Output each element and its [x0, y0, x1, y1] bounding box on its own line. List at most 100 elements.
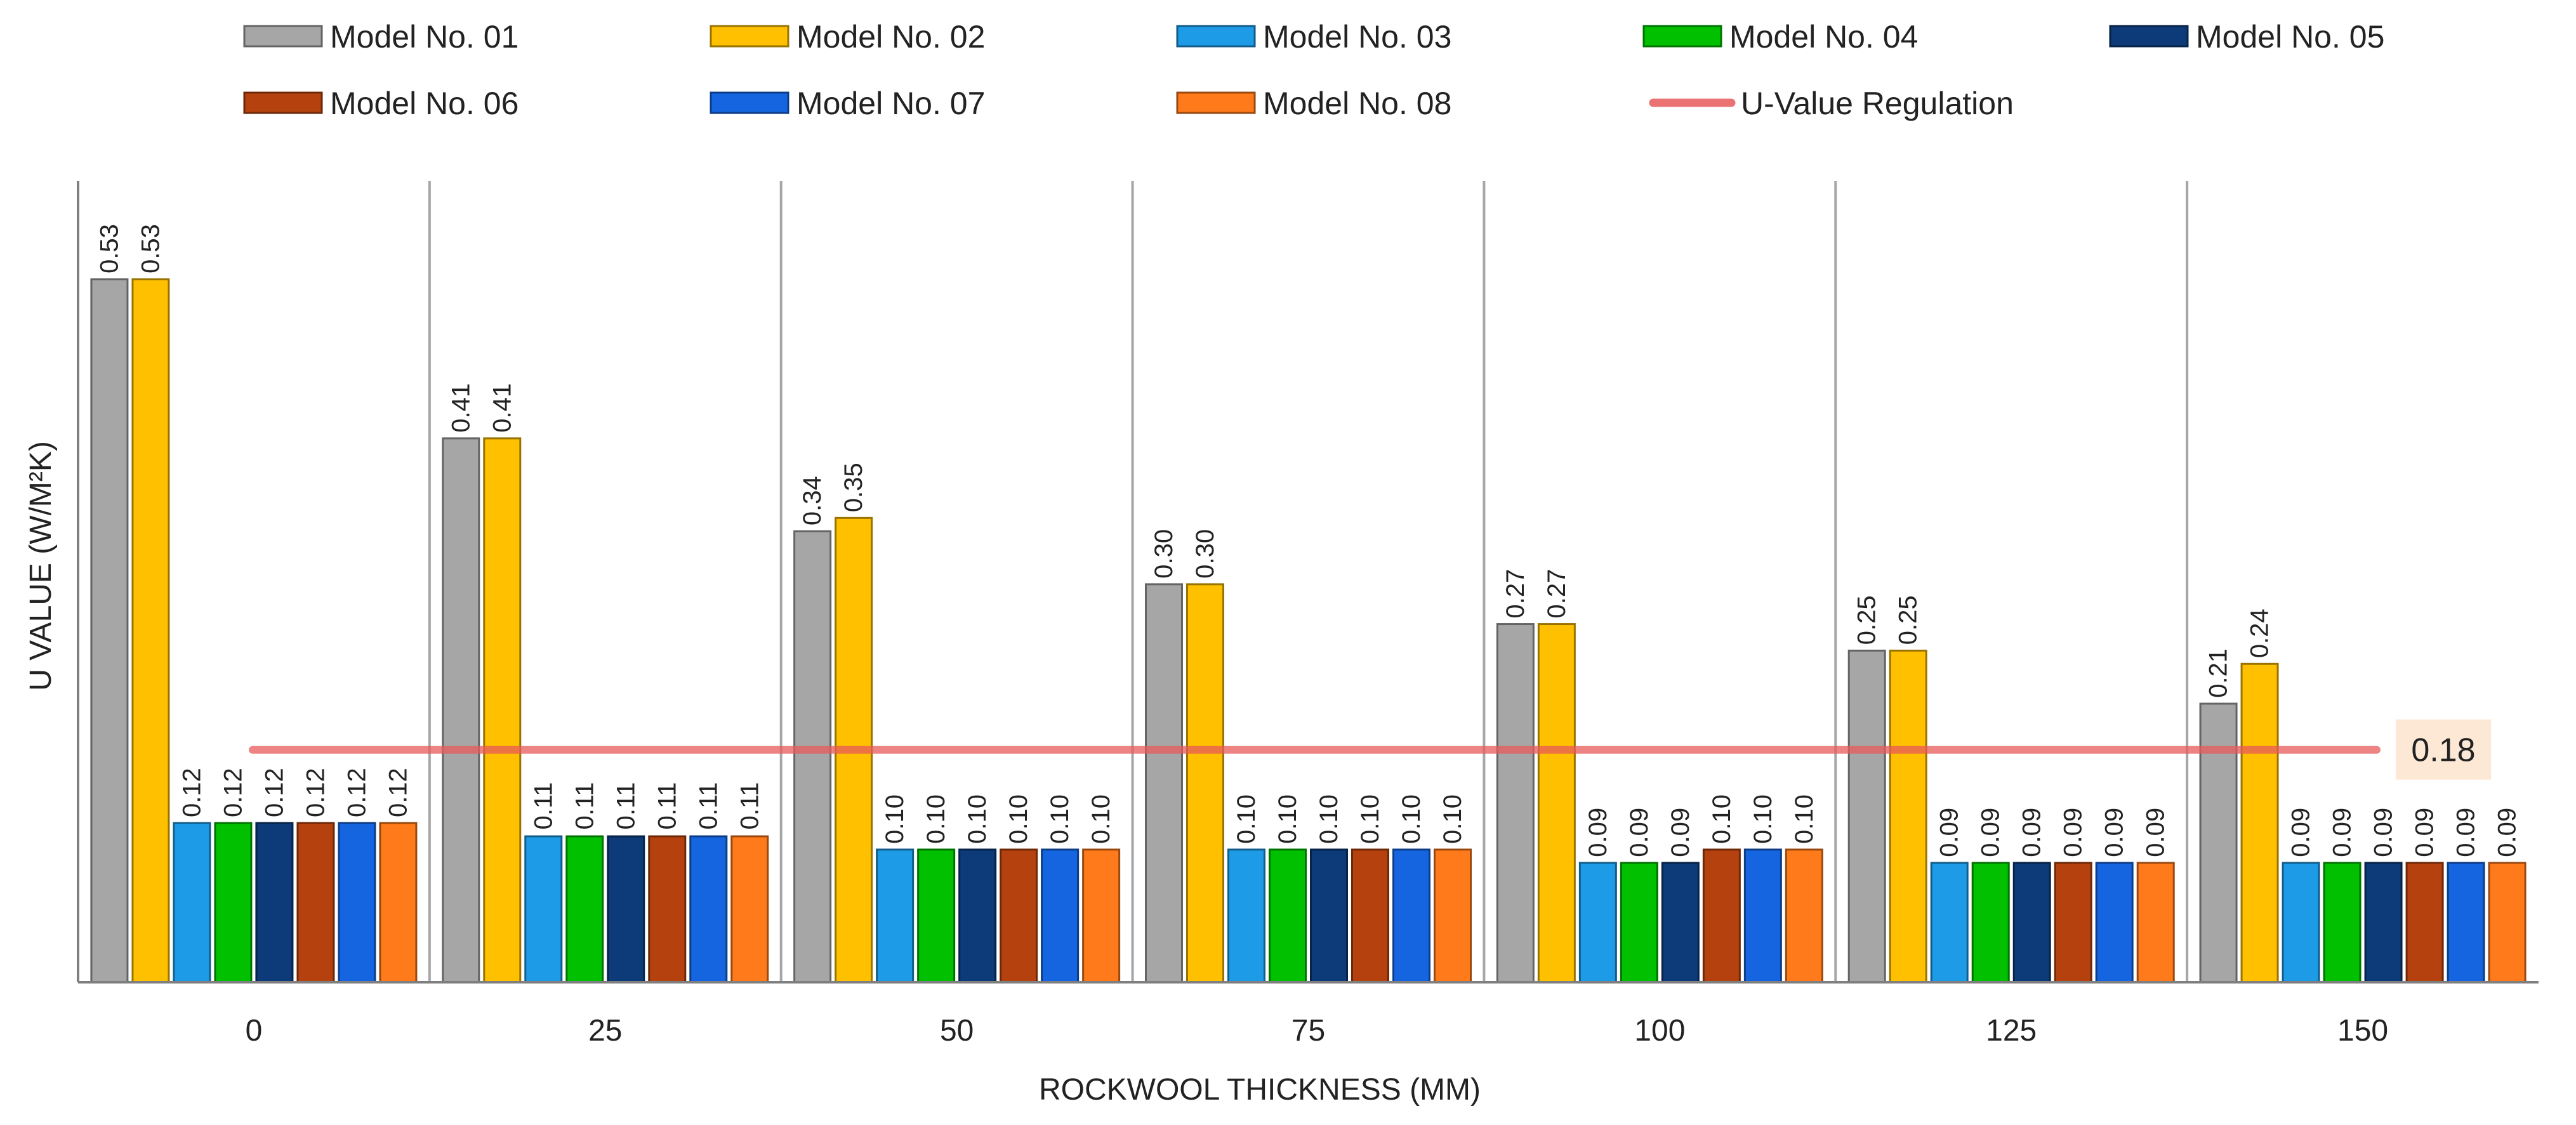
data-label: 0.10 [1232, 794, 1260, 844]
data-label: 0.41 [488, 383, 516, 433]
bar-model-no-01-0 [90, 278, 129, 984]
data-label: 0.09 [1667, 808, 1694, 857]
data-label: 0.35 [840, 463, 868, 512]
bar-model-no-06-0 [296, 822, 335, 984]
legend: Model No. 01 Model No. 02 Model No. 03 Mode… [243, 19, 2384, 121]
category-separators [428, 181, 2189, 982]
data-label: 0.11 [529, 782, 557, 830]
data-label: 0.30 [1150, 529, 1178, 579]
bar-model-no-04-50 [917, 848, 956, 984]
bar-model-no-08-50 [1082, 848, 1121, 984]
legend-swatch-model-no-03 [1176, 25, 1256, 48]
bar-model-no-01-150 [2199, 702, 2238, 984]
bar-model-no-08-125 [2136, 862, 2175, 984]
regulation-label-box [2396, 719, 2491, 780]
bar-model-no-08-150 [2488, 862, 2526, 984]
bar-model-no-03-50 [876, 848, 915, 984]
data-label: 0.10 [1397, 794, 1425, 844]
data-label: 0.10 [1046, 794, 1074, 844]
bar-model-no-07-100 [1743, 848, 1782, 984]
bar-model-no-07-150 [2447, 862, 2485, 984]
legend-swatch-model-no-05 [2109, 25, 2189, 48]
bar-model-no-01-100 [1496, 623, 1535, 984]
legend-swatch-model-no-01 [243, 25, 323, 48]
bar-model-no-02-25 [483, 437, 522, 984]
bar-model-no-04-25 [565, 835, 604, 984]
bar-model-no-03-150 [2282, 862, 2320, 984]
data-label: 0.11 [736, 782, 763, 830]
data-label: 0.12 [343, 768, 371, 817]
bar-model-no-07-50 [1041, 848, 1080, 984]
legend-label-u-value-regulation: U-Value Regulation [1741, 86, 2014, 121]
bar-model-no-05-75 [1310, 848, 1348, 984]
data-label: 0.09 [2287, 808, 2315, 857]
y-axis-title: U VALUE (W/M²K) [24, 441, 58, 691]
bar-model-no-04-150 [2323, 862, 2361, 984]
data-label: 0.09 [2328, 808, 2356, 857]
data-label: 0.10 [1087, 794, 1115, 844]
legend-swatch-model-no-08 [1176, 91, 1256, 114]
bar-model-no-08-75 [1434, 848, 1472, 984]
data-label: 0.12 [260, 768, 288, 817]
x-axis-title: ROCKWOOL THICKNESS (MM) [1039, 1073, 1481, 1107]
bar-model-no-06-25 [648, 835, 687, 984]
bar-model-no-08-100 [1785, 848, 1823, 984]
bar-model-no-03-125 [1930, 862, 1969, 984]
data-label: 0.10 [881, 794, 909, 844]
bar-model-no-04-75 [1269, 848, 1307, 984]
bar-model-no-03-100 [1578, 862, 1617, 984]
data-label: 0.30 [1191, 529, 1219, 579]
x-tick-label: 0 [246, 1014, 263, 1048]
data-label: 0.10 [1356, 794, 1384, 844]
bar-model-no-06-75 [1351, 848, 1389, 984]
x-tick-label: 150 [2337, 1014, 2388, 1048]
data-label: 0.11 [653, 782, 681, 830]
data-label: 0.12 [178, 768, 206, 817]
legend-swatch-model-no-02 [710, 25, 789, 48]
legend-label-model-no-02: Model No. 02 [796, 19, 985, 55]
data-label: 0.09 [1977, 808, 2005, 857]
legend-label-model-no-01: Model No. 01 [330, 19, 519, 55]
bar-model-no-02-100 [1537, 623, 1576, 984]
bar-model-no-04-100 [1620, 862, 1658, 984]
data-label: 0.25 [1853, 595, 1881, 645]
bar-model-no-05-125 [2012, 862, 2051, 984]
data-label: 0.09 [1584, 808, 1612, 857]
bar-model-no-05-100 [1661, 862, 1700, 984]
data-label: 0.10 [1274, 794, 1302, 844]
data-label: 0.11 [571, 782, 598, 830]
data-label: 0.12 [384, 768, 412, 817]
data-label: 0.09 [2018, 808, 2046, 857]
bar-model-no-05-25 [607, 835, 645, 984]
bar-model-no-08-25 [730, 835, 769, 984]
bar-model-no-06-125 [2054, 862, 2092, 984]
data-label: 0.10 [922, 794, 950, 844]
data-label: 0.27 [1543, 569, 1571, 619]
data-label: 0.09 [1936, 808, 1964, 857]
bar-model-no-03-75 [1227, 848, 1265, 984]
legend-label-model-no-03: Model No. 03 [1263, 19, 1451, 55]
data-label: 0.09 [2370, 808, 2398, 857]
bar-model-no-03-0 [173, 822, 211, 984]
legend-label-model-no-05: Model No. 05 [2196, 19, 2384, 55]
bar-model-no-01-75 [1145, 583, 1183, 984]
data-label: 0.10 [1439, 794, 1467, 844]
data-label: 0.09 [2411, 808, 2439, 857]
data-label: 0.10 [1708, 794, 1736, 844]
bar-model-no-07-25 [689, 835, 728, 984]
legend-label-model-no-06: Model No. 06 [330, 86, 519, 121]
bar-model-no-02-75 [1186, 583, 1224, 984]
bars [90, 278, 2526, 984]
data-label: 0.53 [95, 224, 123, 273]
data-label: 0.11 [612, 782, 640, 830]
legend-swatch-model-no-04 [1642, 25, 1722, 48]
data-label: 0.10 [1005, 794, 1033, 844]
legend-label-model-no-08: Model No. 08 [1263, 86, 1451, 121]
bar-model-no-08-0 [379, 822, 418, 984]
bar-model-no-04-0 [214, 822, 253, 984]
bar-model-no-04-125 [1971, 862, 2010, 984]
bar-model-no-03-25 [524, 835, 563, 984]
x-tick-label: 25 [588, 1014, 622, 1048]
